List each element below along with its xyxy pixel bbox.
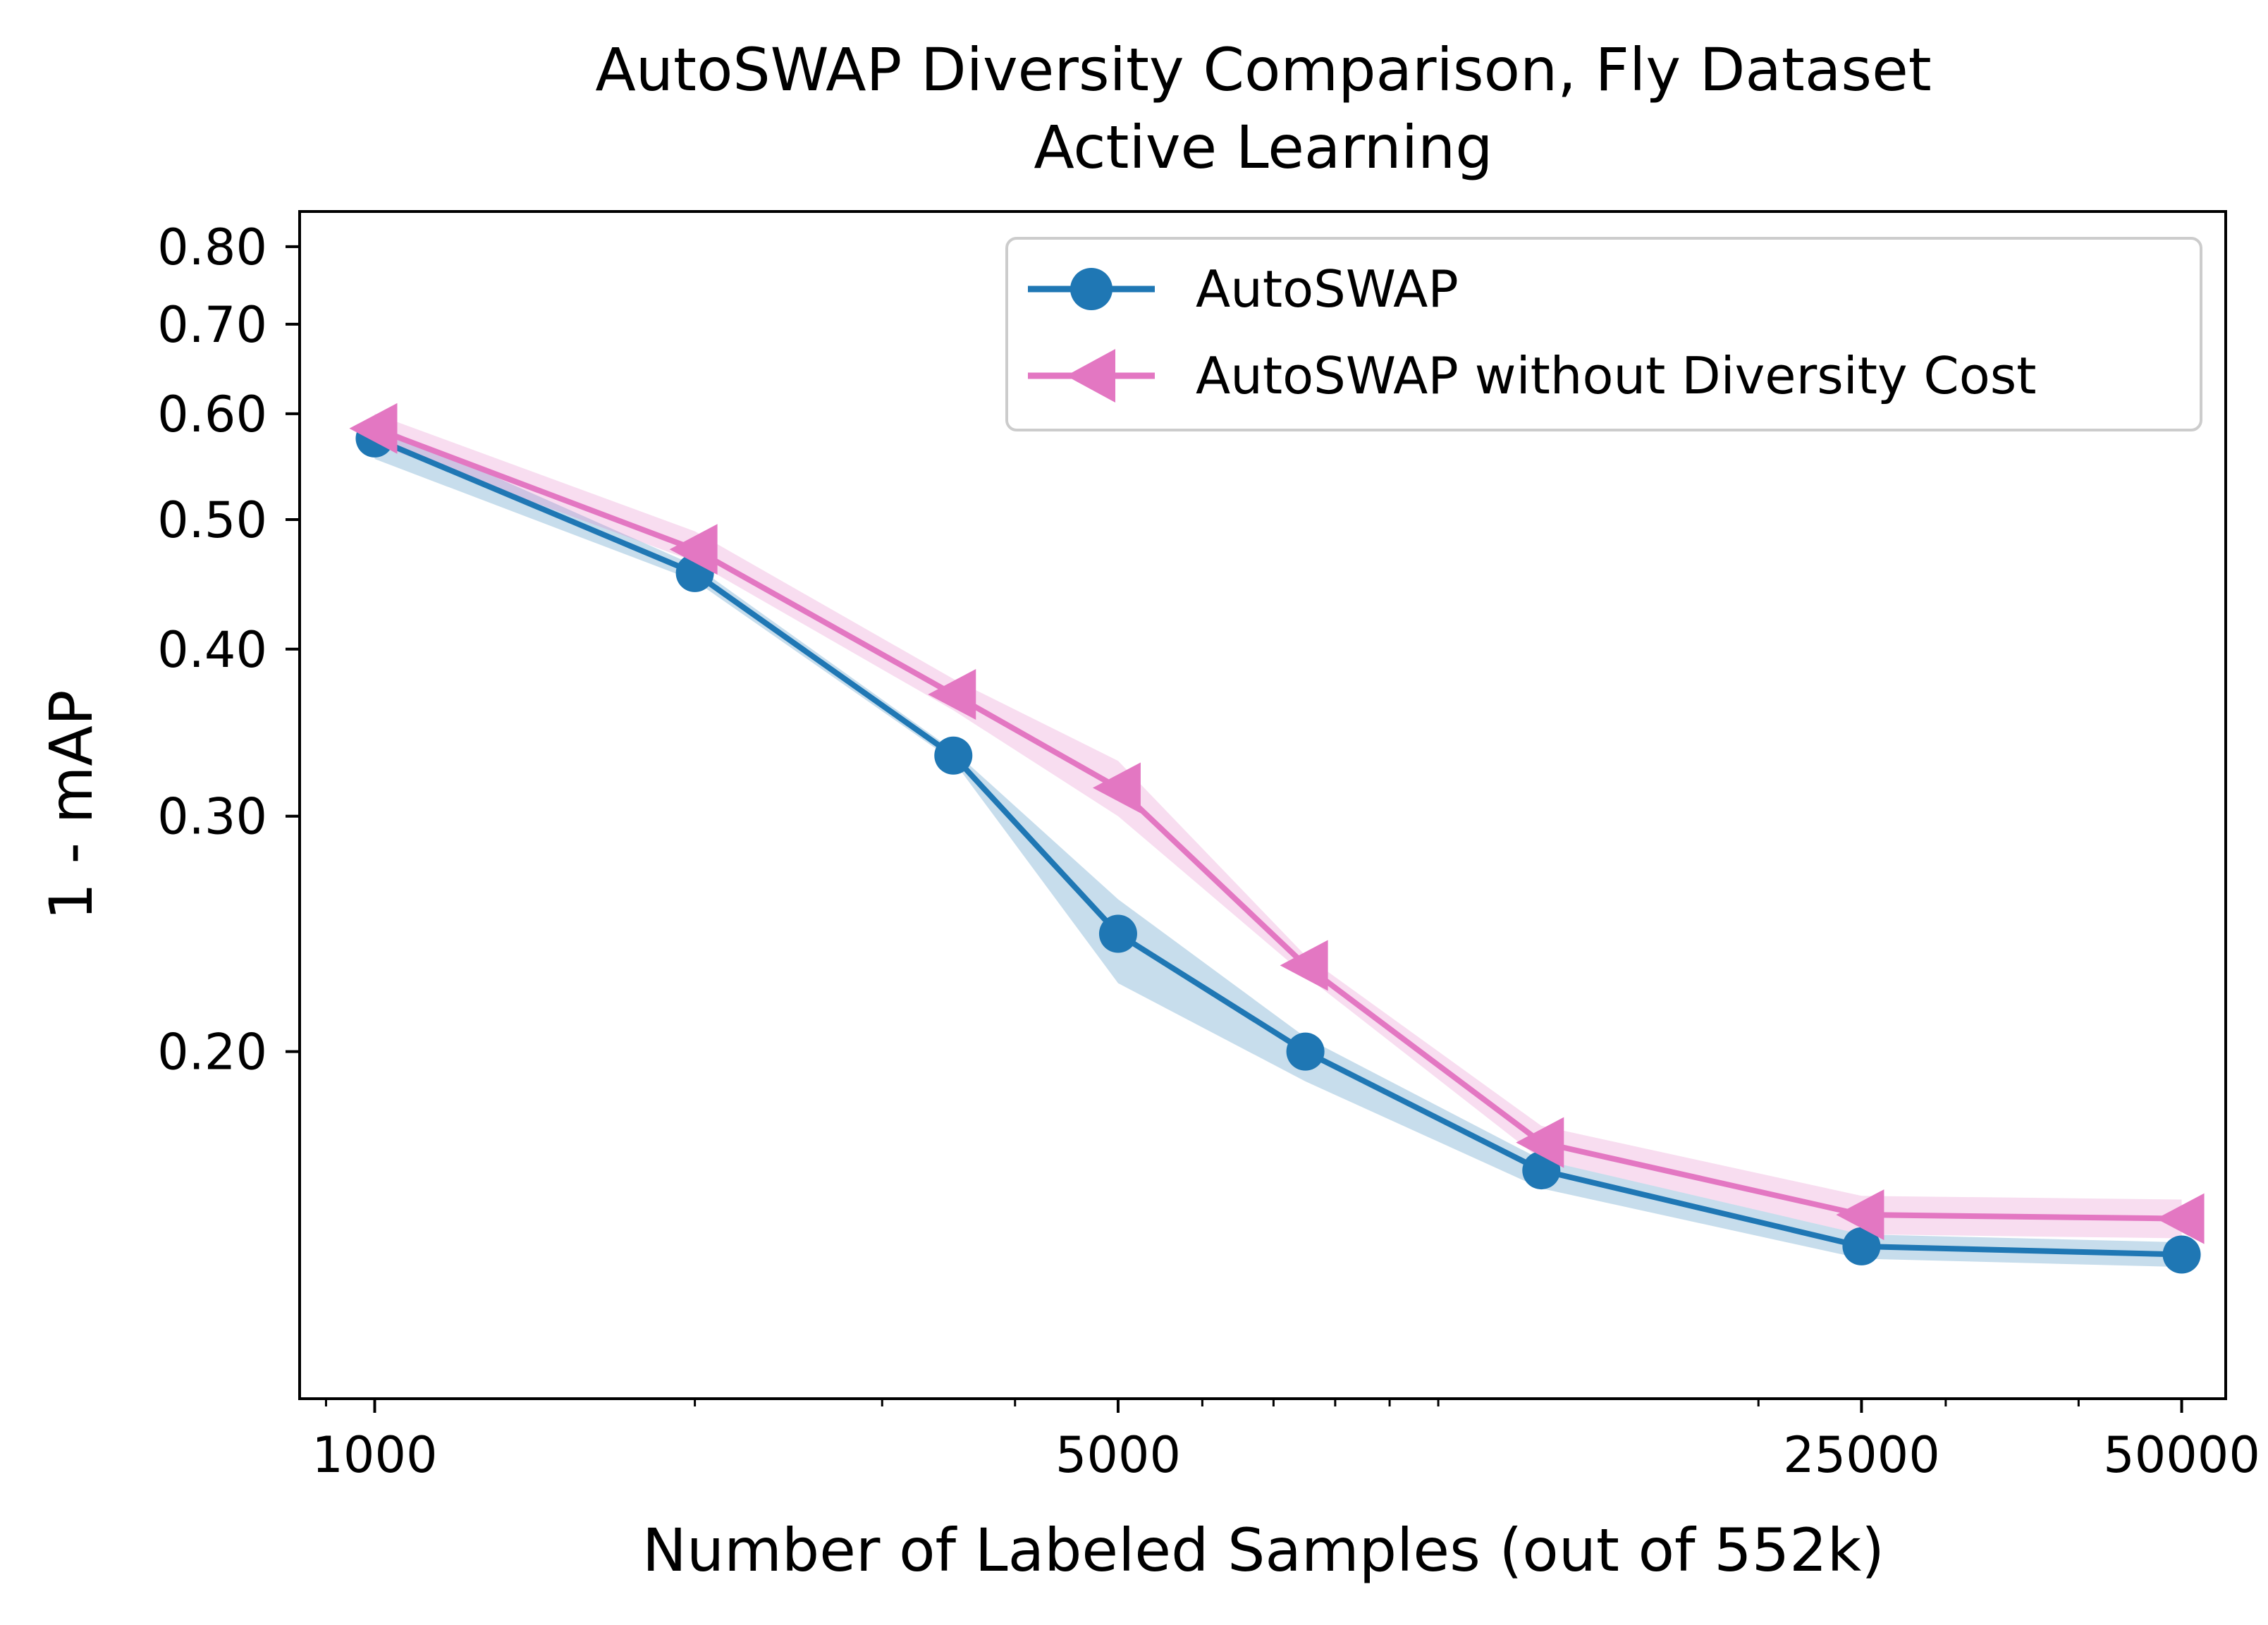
point-no-diversity-2000	[669, 524, 718, 575]
point-no-diversity-1000	[349, 403, 398, 454]
legend-label-no-diversity: AutoSWAP without Diversity Cost	[1196, 346, 2037, 405]
point-no-diversity-25000	[1836, 1189, 1884, 1241]
y-tick-label-0.3: 0.30	[157, 788, 267, 846]
point-autoswap-25000	[1842, 1227, 1881, 1265]
x-tick-label-5000: 5000	[1055, 1426, 1181, 1484]
chart-title: AutoSWAP Diversity Comparison, Fly Datas…	[595, 35, 1931, 104]
y-tick-label-0.8: 0.80	[157, 219, 267, 276]
series-lines	[373, 425, 2182, 1258]
series-markers	[349, 403, 2205, 1274]
point-autoswap-50000	[2162, 1235, 2201, 1274]
legend-label-autoswap: AutoSWAP	[1196, 259, 1459, 319]
x-tick-label-1000: 1000	[312, 1426, 437, 1484]
legend-box	[1005, 237, 2202, 431]
y-tick-label-0.4: 0.40	[157, 621, 267, 679]
legend: AutoSWAP AutoSWAP without Diversity Cost	[1005, 237, 2202, 431]
confidence-bands	[374, 413, 2182, 1268]
point-no-diversity-3500	[928, 668, 976, 720]
point-autoswap-5000	[1098, 914, 1137, 953]
point-no-diversity-5000	[1092, 762, 1141, 814]
line-no-diversity	[374, 425, 2182, 1222]
point-no-diversity-12500	[1516, 1117, 1564, 1168]
y-tick-label-0.2: 0.20	[157, 1024, 267, 1081]
line-autoswap	[373, 436, 2182, 1258]
legend-marker-no-diversity	[1066, 349, 1115, 403]
y-axis-ticks: 0.20 0.30 0.40 0.50 0.60 0.70 0.80	[157, 219, 300, 1081]
point-autoswap-7500	[1286, 1032, 1325, 1071]
y-tick-label-0.6: 0.60	[157, 386, 267, 443]
y-tick-label-0.5: 0.50	[157, 491, 267, 549]
point-no-diversity-7500	[1280, 940, 1328, 991]
band-autoswap	[374, 423, 2182, 1268]
y-axis-label: 1 - mAP	[37, 689, 106, 920]
point-autoswap-3500	[934, 736, 973, 775]
x-tick-label-50000: 50000	[2103, 1426, 2260, 1484]
point-no-diversity-50000	[2156, 1193, 2205, 1244]
plot-frame	[298, 210, 2227, 1400]
chart-subtitle: Active Learning	[1034, 113, 1492, 182]
legend-marker-autoswap	[1070, 268, 1112, 310]
x-axis-ticks: 1000 5000 25000 50000	[312, 1399, 2260, 1484]
band-no-diversity	[374, 413, 2182, 1239]
x-tick-label-25000: 25000	[1783, 1426, 1940, 1484]
y-tick-label-0.7: 0.70	[157, 296, 267, 354]
x-axis-label: Number of Labeled Samples (out of 552k)	[642, 1516, 1884, 1585]
